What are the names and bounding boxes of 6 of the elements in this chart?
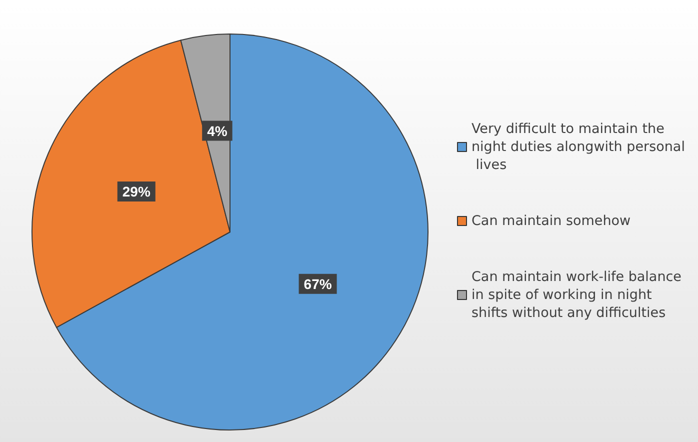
data-label: 29% [122, 183, 151, 200]
data-label: 67% [304, 276, 332, 292]
legend-label: Very difficult to maintain the night duties alongwith personal lives [472, 121, 685, 173]
data-label: 4% [207, 122, 228, 139]
legend-label: Can maintain work-life balance in spite of working in night shifts without any difficulties [472, 269, 686, 321]
legend-label: Can maintain somehow [472, 213, 631, 229]
